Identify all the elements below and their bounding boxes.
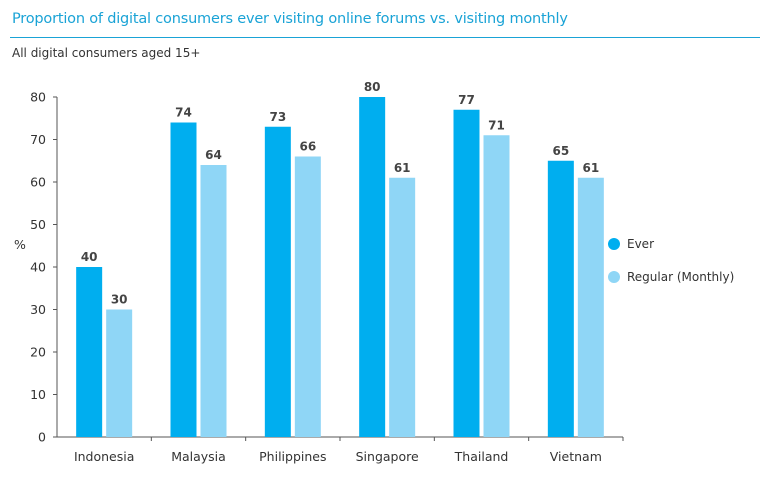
data-label: 74 xyxy=(175,106,192,120)
bar-ever xyxy=(359,97,386,437)
y-tick-label: 0 xyxy=(38,430,46,445)
data-label: 64 xyxy=(205,148,222,162)
bar-regular xyxy=(483,135,510,437)
y-tick-label: 30 xyxy=(30,302,46,317)
legend-label: Regular (Monthly) xyxy=(627,270,735,284)
data-label: 30 xyxy=(111,293,128,307)
data-label: 73 xyxy=(269,110,286,124)
y-tick-label: 20 xyxy=(30,345,46,360)
bar-regular xyxy=(294,156,321,437)
bar-regular xyxy=(389,177,416,437)
y-tick-label: 40 xyxy=(30,260,46,275)
bar-ever xyxy=(547,160,574,437)
bar-ever xyxy=(170,122,197,437)
bar-regular xyxy=(200,165,227,437)
data-label: 66 xyxy=(299,140,316,154)
legend-item-regular: Regular (Monthly) xyxy=(608,267,734,287)
data-label: 80 xyxy=(364,80,381,94)
data-label: 71 xyxy=(488,118,505,132)
chart-subtitle: All digital consumers aged 15+ xyxy=(12,46,201,60)
data-label: 61 xyxy=(582,161,599,175)
x-tick-label: Malaysia xyxy=(171,449,226,464)
title-divider xyxy=(10,37,760,38)
data-label: 40 xyxy=(81,250,98,264)
legend-swatch-ever xyxy=(608,238,620,250)
y-tick-label: 70 xyxy=(30,132,46,147)
y-tick-label: 50 xyxy=(30,217,46,232)
x-tick-label: Vietnam xyxy=(550,449,602,464)
data-label: 77 xyxy=(458,93,475,107)
legend-swatch-regular xyxy=(608,271,620,283)
x-tick-label: Thailand xyxy=(454,449,509,464)
legend: Ever Regular (Monthly) xyxy=(608,234,734,300)
bar-regular xyxy=(106,309,133,437)
x-tick-label: Indonesia xyxy=(74,449,134,464)
data-label: 65 xyxy=(552,144,569,158)
chart-title: Proportion of digital consumers ever vis… xyxy=(12,11,568,27)
y-axis-label: % xyxy=(14,237,26,252)
legend-item-ever: Ever xyxy=(608,234,734,254)
bar-ever xyxy=(264,126,291,437)
bar-ever xyxy=(76,267,103,437)
x-tick-label: Singapore xyxy=(356,449,419,464)
legend-label: Ever xyxy=(627,237,654,251)
x-tick-label: Philippines xyxy=(259,449,326,464)
y-tick-label: 60 xyxy=(30,175,46,190)
bar-regular xyxy=(577,177,604,437)
y-tick-label: 80 xyxy=(30,90,46,105)
y-tick-label: 10 xyxy=(30,387,46,402)
bar-ever xyxy=(453,109,480,437)
data-label: 61 xyxy=(394,161,411,175)
